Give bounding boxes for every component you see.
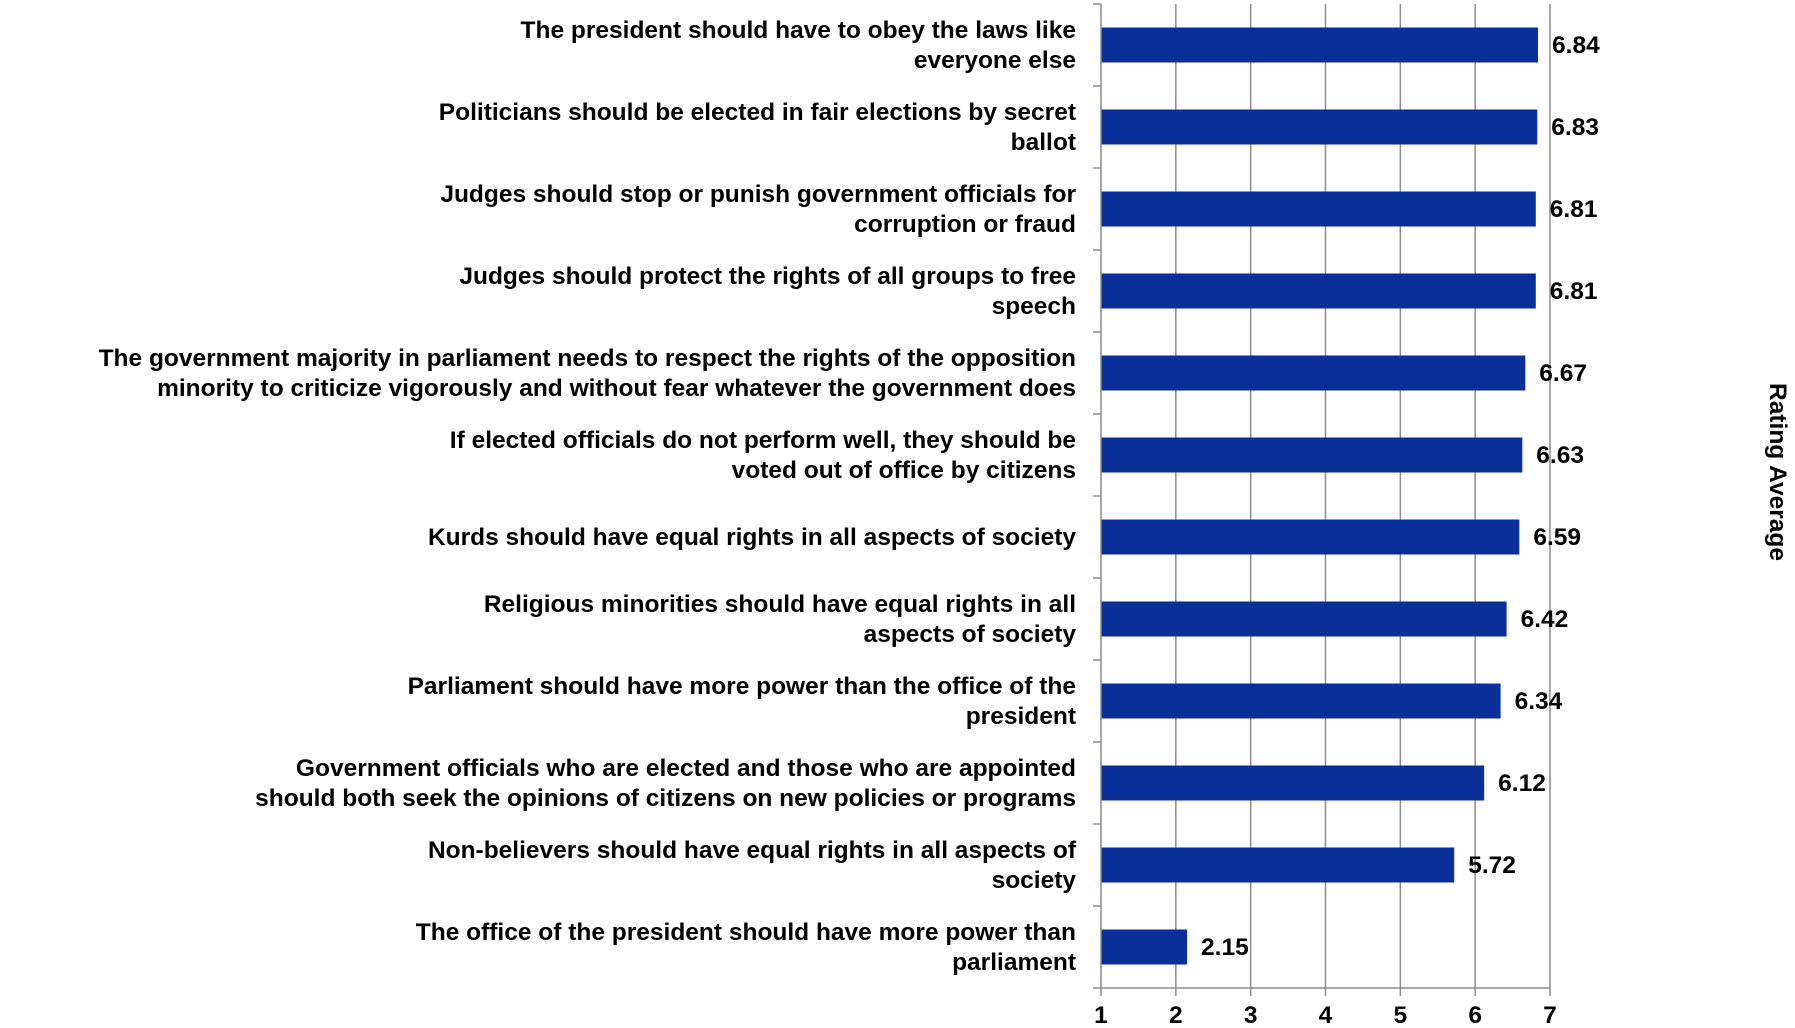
value-label: 6.12 (1498, 770, 1546, 797)
category-label: Religious minorities should have equal r… (484, 591, 1076, 618)
category-label: aspects of society (864, 621, 1077, 648)
category-label: speech (992, 293, 1076, 320)
gridlines (1175, 4, 1551, 988)
bar (1101, 27, 1539, 63)
axes (1093, 3, 1551, 996)
category-label: president (966, 703, 1076, 730)
category-label: ballot (1011, 129, 1076, 156)
x-tick-label: 7 (1543, 1002, 1557, 1028)
value-label: 6.81 (1550, 196, 1598, 223)
value-label: 6.67 (1539, 360, 1587, 387)
value-label: 5.72 (1468, 852, 1516, 879)
x-tick-label: 6 (1468, 1002, 1482, 1028)
bar (1101, 437, 1523, 473)
category-label: Parliament should have more power than t… (408, 673, 1076, 700)
category-label: should both seek the opinions of citizen… (255, 785, 1076, 812)
x-tick-label: 5 (1394, 1002, 1408, 1028)
x-tick-label: 4 (1319, 1002, 1333, 1028)
category-label: Judges should protect the rights of all … (459, 263, 1076, 290)
category-label: society (992, 867, 1077, 894)
bar (1101, 109, 1538, 145)
category-label: voted out of office by citizens (732, 457, 1076, 484)
x-tick-label: 1 (1094, 1002, 1108, 1028)
bar (1101, 847, 1455, 883)
category-label: parliament (952, 949, 1076, 976)
category-label: Government officials who are elected and… (296, 755, 1076, 782)
bar (1101, 519, 1520, 555)
category-label: corruption or fraud (854, 211, 1076, 238)
labels: 1 2 3 4 5 6 7 6.84 The president should have to … (99, 17, 1600, 1028)
bar (1101, 601, 1507, 637)
x-tick-label: 3 (1244, 1002, 1258, 1028)
category-label: Politicians should be elected in fair el… (439, 99, 1076, 126)
category-label: If elected officials do not perform well… (450, 427, 1076, 454)
category-label: The president should have to obey the la… (521, 17, 1076, 44)
bar (1101, 765, 1485, 801)
y-axis-title: Rating Average (1764, 383, 1791, 561)
bars (1101, 27, 1539, 965)
category-label: Kurds should have equal rights in all as… (428, 524, 1076, 551)
bar (1101, 929, 1188, 965)
category-label: minority to criticize vigorously and wit… (157, 375, 1076, 402)
category-label: The office of the president should have … (416, 919, 1076, 946)
bar (1101, 273, 1536, 309)
value-label: 6.81 (1550, 278, 1598, 305)
bar (1101, 683, 1501, 719)
bar (1101, 191, 1536, 227)
value-label: 6.84 (1552, 32, 1600, 59)
value-label: 6.34 (1515, 688, 1563, 715)
bar (1101, 355, 1526, 391)
value-label: 2.15 (1201, 934, 1249, 961)
x-tick-label: 2 (1169, 1002, 1183, 1028)
category-label: everyone else (914, 47, 1076, 74)
category-label: Judges should stop or punish government … (440, 181, 1076, 208)
value-label: 6.42 (1521, 606, 1569, 633)
value-label: 6.63 (1536, 442, 1584, 469)
category-label: Non-believers should have equal rights i… (428, 837, 1077, 864)
value-label: 6.59 (1533, 524, 1581, 551)
value-label: 6.83 (1551, 114, 1599, 141)
category-label: The government majority in parliament ne… (99, 345, 1076, 372)
